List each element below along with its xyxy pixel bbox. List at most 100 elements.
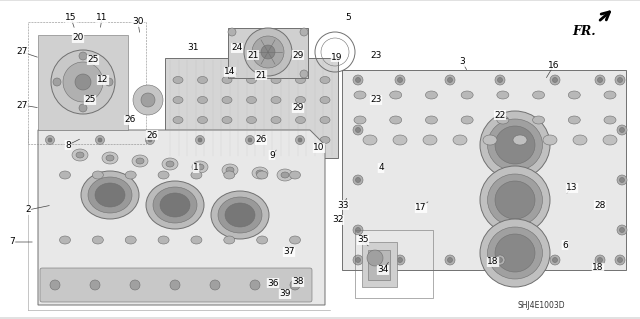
Circle shape [618, 78, 623, 83]
Text: 22: 22 [494, 110, 506, 120]
Text: FR.: FR. [572, 25, 596, 38]
Text: 37: 37 [284, 248, 295, 256]
Polygon shape [38, 130, 325, 305]
Ellipse shape [173, 77, 183, 84]
Text: 26: 26 [124, 115, 136, 124]
Ellipse shape [72, 149, 88, 161]
Circle shape [90, 280, 100, 290]
Ellipse shape [393, 135, 407, 145]
Circle shape [228, 70, 236, 78]
Circle shape [445, 255, 455, 265]
Text: 20: 20 [72, 33, 84, 42]
Circle shape [367, 250, 383, 266]
Ellipse shape [488, 174, 543, 226]
Circle shape [48, 138, 52, 142]
Ellipse shape [132, 155, 148, 167]
Text: 26: 26 [255, 136, 267, 145]
Circle shape [355, 128, 360, 132]
Text: 21: 21 [247, 50, 259, 60]
Text: 12: 12 [97, 76, 109, 85]
Ellipse shape [354, 116, 366, 124]
Text: 30: 30 [132, 18, 144, 26]
Ellipse shape [271, 97, 281, 103]
Circle shape [595, 255, 605, 265]
Text: 34: 34 [378, 265, 388, 275]
Ellipse shape [257, 236, 268, 244]
Ellipse shape [488, 119, 543, 171]
Ellipse shape [320, 77, 330, 84]
Circle shape [445, 75, 455, 85]
Circle shape [353, 225, 363, 235]
Text: 2: 2 [25, 205, 31, 214]
Text: 28: 28 [595, 201, 605, 210]
Circle shape [170, 280, 180, 290]
Circle shape [495, 75, 505, 85]
Circle shape [98, 138, 102, 142]
Ellipse shape [423, 135, 437, 145]
Circle shape [130, 280, 140, 290]
Circle shape [250, 280, 260, 290]
Text: 4: 4 [378, 164, 384, 173]
Circle shape [53, 78, 61, 86]
Ellipse shape [320, 97, 330, 103]
Circle shape [355, 257, 360, 263]
Circle shape [51, 50, 115, 114]
Ellipse shape [192, 161, 208, 173]
Circle shape [355, 78, 360, 83]
Circle shape [298, 138, 302, 142]
Ellipse shape [218, 197, 262, 233]
Ellipse shape [146, 181, 204, 229]
Circle shape [617, 175, 627, 185]
Circle shape [598, 78, 602, 83]
Ellipse shape [158, 171, 169, 179]
Ellipse shape [246, 116, 257, 123]
Ellipse shape [480, 219, 550, 287]
Ellipse shape [222, 77, 232, 84]
Circle shape [248, 293, 252, 297]
Text: 17: 17 [415, 204, 427, 212]
Ellipse shape [153, 187, 197, 223]
Text: 14: 14 [224, 68, 236, 77]
Ellipse shape [173, 137, 183, 144]
Circle shape [50, 280, 60, 290]
Ellipse shape [488, 227, 543, 279]
Ellipse shape [162, 158, 178, 170]
Ellipse shape [198, 116, 207, 123]
Text: 27: 27 [16, 48, 28, 56]
Ellipse shape [166, 161, 174, 167]
Ellipse shape [196, 164, 204, 170]
Ellipse shape [222, 164, 238, 176]
Text: 10: 10 [313, 144, 324, 152]
Ellipse shape [256, 170, 264, 176]
Circle shape [95, 291, 104, 300]
Ellipse shape [92, 236, 103, 244]
Circle shape [397, 78, 403, 83]
Ellipse shape [497, 91, 509, 99]
Ellipse shape [480, 111, 550, 179]
Circle shape [133, 85, 163, 115]
Ellipse shape [495, 181, 535, 219]
Ellipse shape [426, 116, 437, 124]
Ellipse shape [604, 91, 616, 99]
Circle shape [45, 136, 54, 145]
Ellipse shape [568, 116, 580, 124]
Ellipse shape [604, 116, 616, 124]
Text: 21: 21 [255, 70, 267, 79]
Circle shape [195, 291, 205, 300]
Ellipse shape [76, 152, 84, 158]
Circle shape [495, 255, 505, 265]
Ellipse shape [257, 171, 268, 179]
Ellipse shape [296, 116, 305, 123]
Ellipse shape [271, 116, 281, 123]
Circle shape [620, 177, 625, 182]
Circle shape [615, 255, 625, 265]
Ellipse shape [320, 116, 330, 123]
Circle shape [79, 52, 87, 60]
Ellipse shape [191, 171, 202, 179]
Circle shape [497, 78, 502, 83]
Circle shape [447, 257, 452, 263]
Circle shape [353, 175, 363, 185]
Circle shape [395, 255, 405, 265]
Ellipse shape [390, 91, 402, 99]
Ellipse shape [573, 135, 587, 145]
